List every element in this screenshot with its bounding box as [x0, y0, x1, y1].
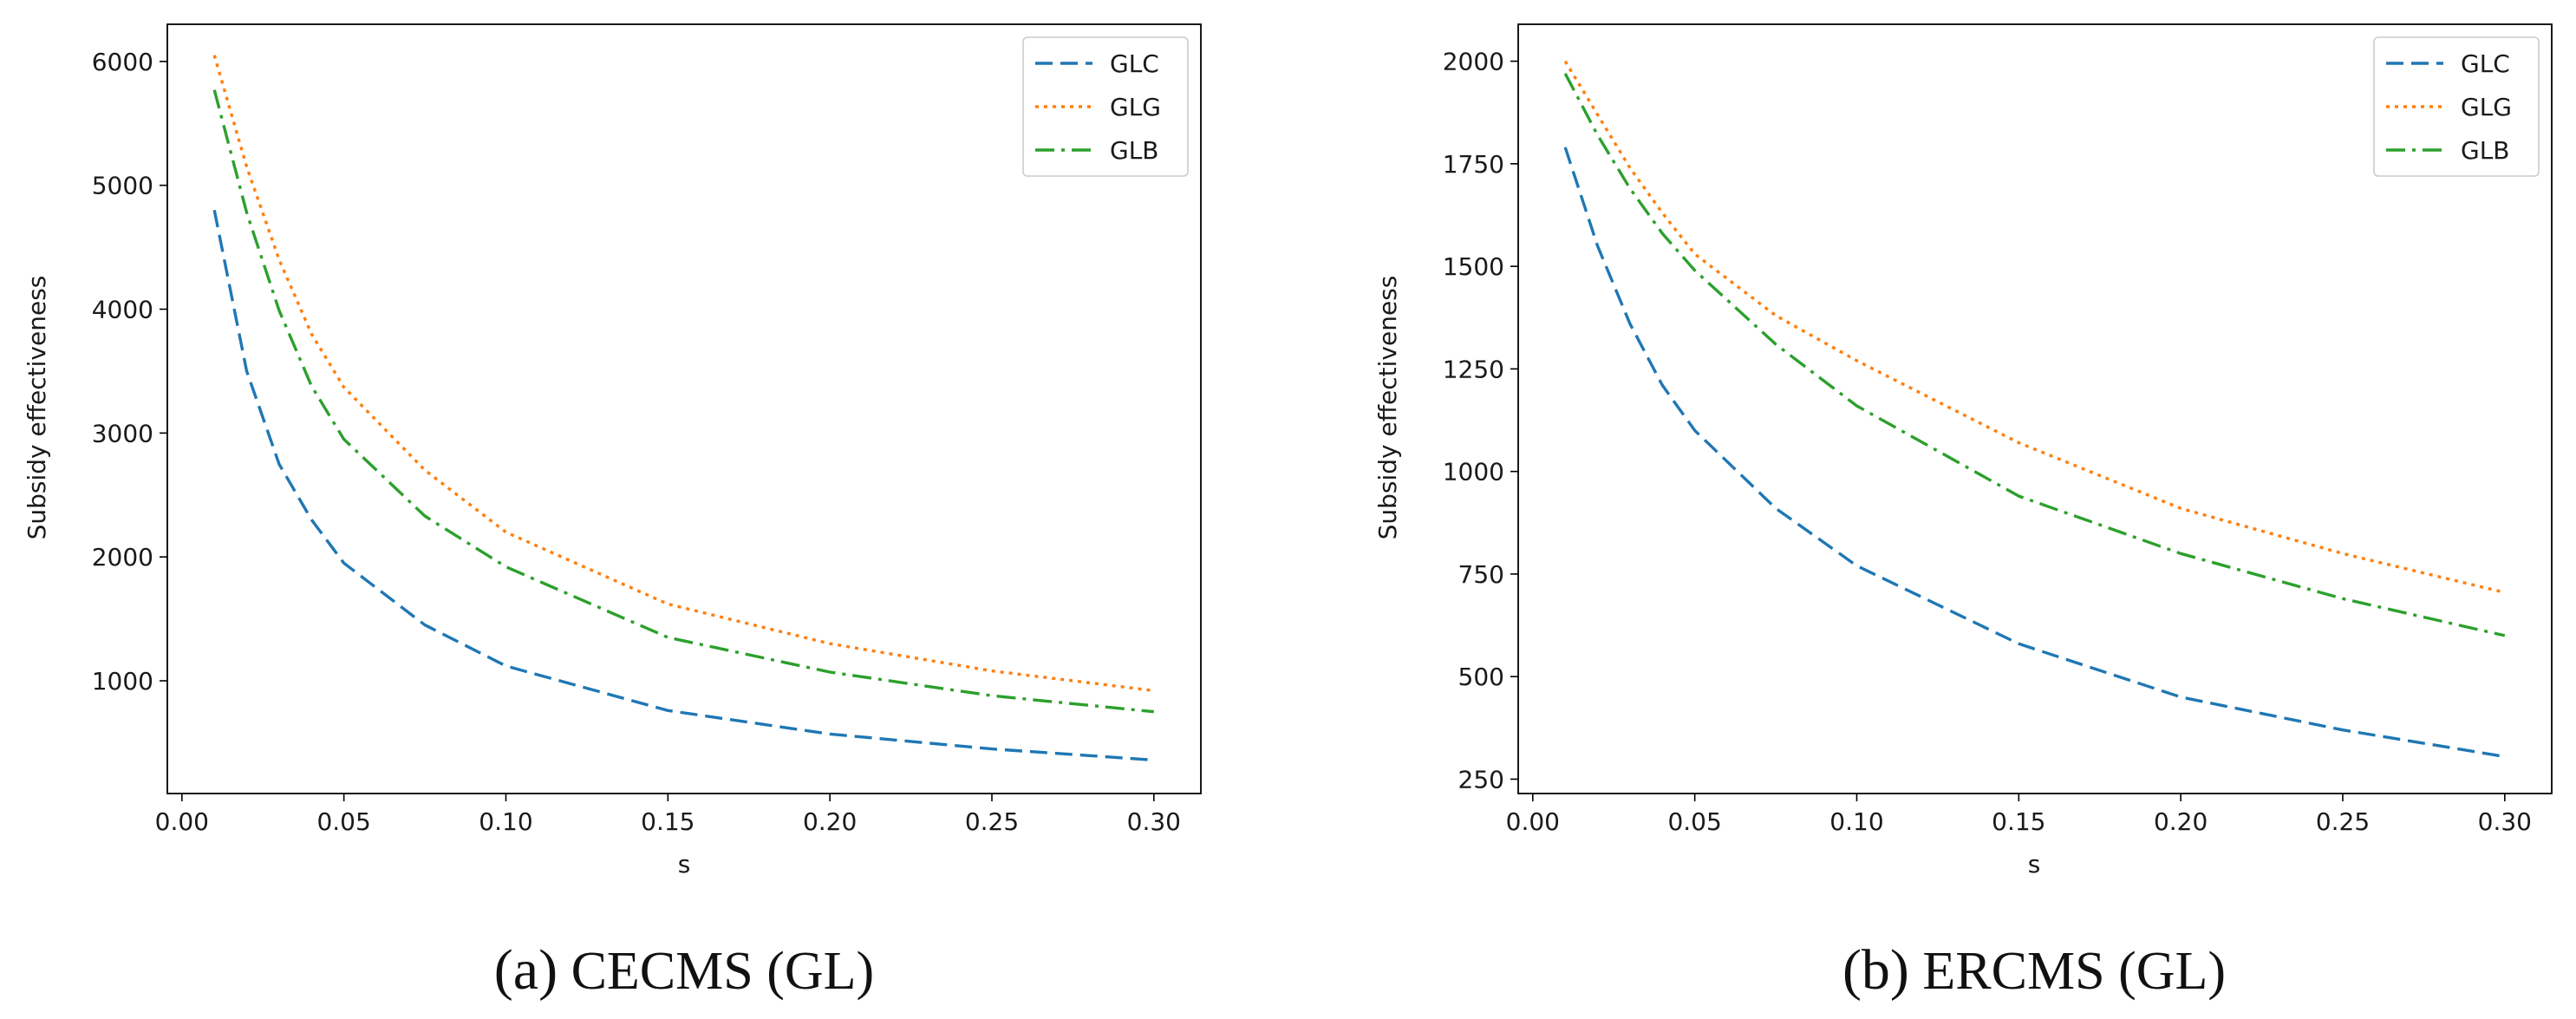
x-tick-label: 0.00	[1506, 807, 1560, 836]
x-tick-label: 0.30	[1127, 807, 1181, 836]
x-tick-label: 0.25	[965, 807, 1019, 836]
x-axis-label: s	[678, 850, 691, 879]
y-tick-label: 1250	[1443, 355, 1504, 383]
legend-box	[2373, 36, 2540, 177]
x-tick-label: 0.10	[479, 807, 532, 836]
y-tick-label: 1500	[1443, 252, 1504, 281]
series-line-glb	[212, 89, 1154, 714]
series-line-glc	[212, 209, 1154, 762]
legend-label-glb: GLB	[2461, 136, 2510, 165]
legend-label-glg: GLG	[2461, 93, 2512, 121]
legend-box	[1022, 36, 1189, 177]
x-tick-label: 0.20	[803, 807, 857, 836]
x-tick-label: 0.30	[2478, 807, 2532, 836]
x-tick-label: 0.05	[1667, 807, 1721, 836]
y-tick-label: 4000	[92, 296, 153, 324]
legend-label-glg: GLG	[1110, 93, 1161, 121]
legend-label-glb: GLB	[1110, 136, 1159, 165]
y-tick-label: 750	[1458, 560, 1504, 589]
y-tick-label: 1000	[92, 667, 153, 696]
y-tick-label: 500	[1458, 663, 1504, 691]
axes-frame	[1517, 23, 2553, 794]
y-axis-label: Subsidy effectiveness	[1373, 276, 1402, 540]
x-tick-label: 0.10	[1829, 807, 1883, 836]
panel-caption: (b) ERCMS (GL)	[1842, 938, 2226, 1002]
x-tick-label: 0.15	[1992, 807, 2045, 836]
y-tick-label: 1000	[1443, 458, 1504, 487]
x-axis-label: s	[2028, 850, 2041, 879]
axes-frame	[166, 23, 1202, 794]
panel-caption-text: ERCMS (GL)	[1922, 942, 2226, 1001]
y-tick-label: 2000	[92, 543, 153, 572]
panel-label: (b)	[1842, 938, 1909, 1002]
x-tick-label: 0.15	[641, 807, 695, 836]
legend: GLC GLG GLB	[2373, 36, 2540, 177]
y-tick-label: 5000	[92, 172, 153, 200]
panel-caption: (a) CECMS (GL)	[494, 938, 874, 1002]
y-tick-label: 6000	[92, 48, 153, 76]
legend-label-glc: GLC	[1110, 49, 1159, 78]
series-line-glc	[1563, 147, 2506, 759]
legend-label-glc: GLC	[2461, 49, 2510, 78]
x-tick-label: 0.20	[2154, 807, 2208, 836]
y-tick-label: 250	[1458, 765, 1504, 794]
y-tick-label: 1750	[1443, 150, 1504, 179]
y-tick-label: 3000	[92, 419, 153, 447]
y-axis-label: Subsidy effectiveness	[23, 276, 51, 540]
series-line-glb	[1563, 73, 2506, 637]
series-line-glg	[212, 55, 1155, 693]
legend: GLC GLG GLB	[1022, 36, 1189, 177]
panel-caption-text: CECMS (GL)	[571, 942, 875, 1001]
x-tick-label: 0.00	[155, 807, 209, 836]
x-tick-label: 0.25	[2316, 807, 2370, 836]
y-tick-label: 2000	[1443, 48, 1504, 76]
panel-b: Subsidy effectiveness s (b) ERCMS (GL) 0…	[1373, 23, 2553, 1002]
panel-label: (a)	[494, 938, 558, 1002]
panel-a: Subsidy effectiveness s (a) CECMS (GL) 0…	[23, 23, 1202, 1002]
x-tick-label: 0.05	[316, 807, 370, 836]
